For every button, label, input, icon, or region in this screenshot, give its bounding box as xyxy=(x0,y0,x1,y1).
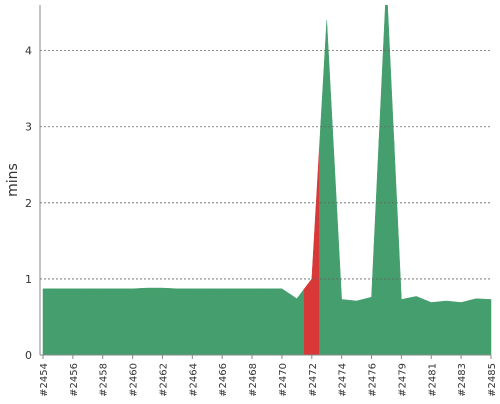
area-segment xyxy=(393,140,410,355)
area-segment xyxy=(378,5,395,355)
x-tick-label: #2470 xyxy=(278,363,289,397)
area-segment xyxy=(259,288,275,355)
y-tick-label: 1 xyxy=(25,273,32,286)
x-tick-label: #2481 xyxy=(427,363,438,397)
area-segment xyxy=(65,288,81,355)
x-tick-label: #2464 xyxy=(188,363,199,397)
area-segment xyxy=(244,288,260,355)
area-segment xyxy=(319,20,335,355)
area-segment xyxy=(124,288,141,355)
x-tick-label: #2472 xyxy=(308,363,319,397)
area-segment xyxy=(42,288,51,355)
x-tick-label: #2474 xyxy=(338,363,349,397)
x-tick-label: #2462 xyxy=(158,363,169,397)
y-axis-label: mins xyxy=(5,163,21,197)
area-segment xyxy=(50,288,66,355)
area-segment xyxy=(199,288,215,355)
x-tick-label: #2468 xyxy=(248,363,259,397)
area-segment xyxy=(229,288,245,355)
area-segment xyxy=(453,300,469,355)
area-segment xyxy=(289,288,305,355)
area-segment xyxy=(139,287,156,355)
area-segment xyxy=(333,159,350,355)
x-tick-label: #2466 xyxy=(218,363,229,397)
x-tick-label: #2483 xyxy=(457,363,468,397)
area-segment xyxy=(80,288,96,355)
area-segment xyxy=(304,149,320,355)
area-segment xyxy=(154,287,171,355)
area-segment xyxy=(214,288,230,355)
x-tick-label: #2460 xyxy=(129,363,140,397)
area-segment xyxy=(95,288,111,355)
area-segment xyxy=(184,288,201,355)
y-tick-label: 2 xyxy=(25,197,32,210)
y-tick-label: 3 xyxy=(25,121,32,134)
area-segment xyxy=(423,299,439,355)
area-segment xyxy=(274,288,290,355)
x-tick-label: #2485 xyxy=(487,363,498,397)
area-segment xyxy=(348,298,365,355)
x-tick-label: #2476 xyxy=(368,363,379,397)
area-segment xyxy=(483,298,492,355)
x-tick-label: #2456 xyxy=(69,363,80,397)
x-tick-label: #2454 xyxy=(39,363,50,397)
area-segment xyxy=(363,139,380,355)
x-tick-label: #2458 xyxy=(99,363,110,397)
x-tick-label: #2479 xyxy=(397,363,408,397)
y-tick-label: 4 xyxy=(25,45,32,58)
area-segment xyxy=(468,298,484,355)
area-segment xyxy=(169,288,186,355)
area-segment xyxy=(109,288,126,355)
area-segment xyxy=(408,296,425,355)
area-segment xyxy=(438,300,454,355)
area-group xyxy=(42,5,492,355)
y-tick-label: 0 xyxy=(25,349,32,362)
